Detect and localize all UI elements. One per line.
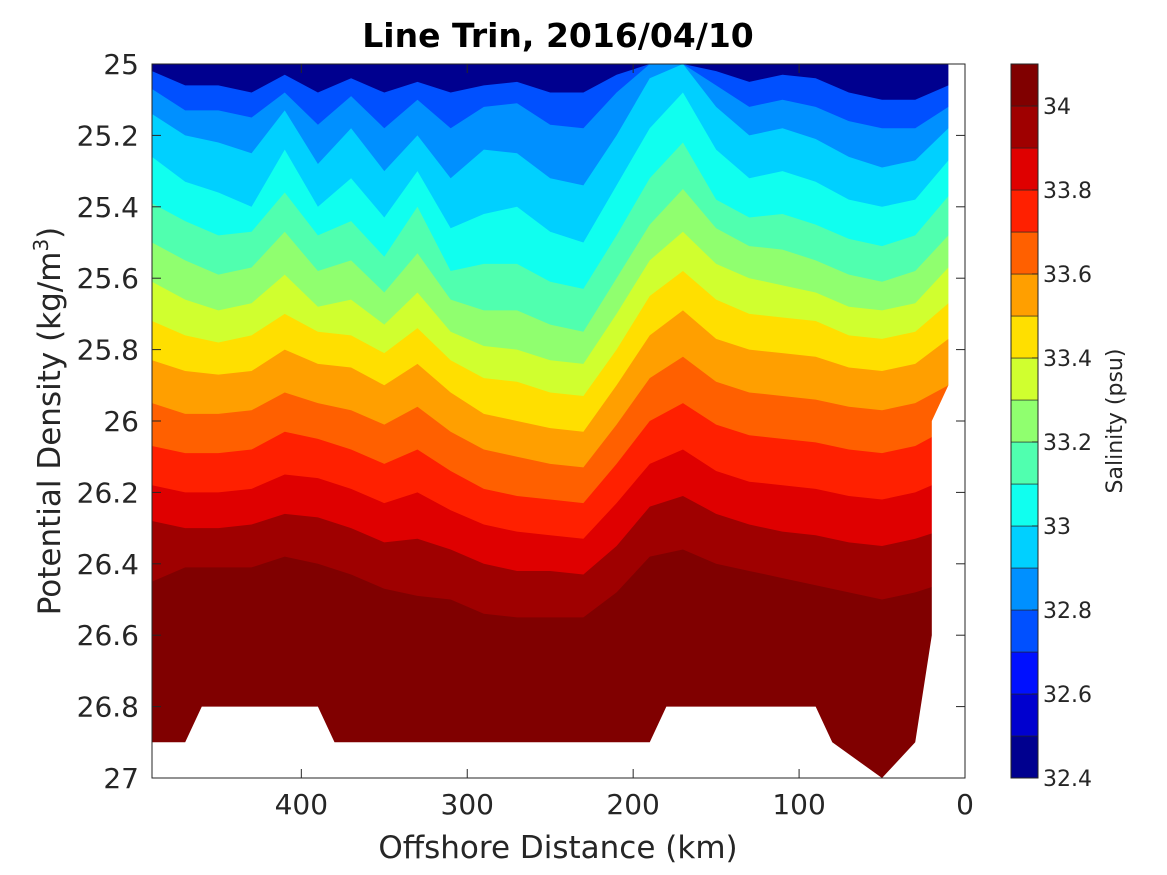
y-axis-label-base: Potential Density (kg/m	[32, 252, 68, 616]
colorbar-swatch	[1010, 399, 1039, 443]
y-tick-label: 26.6	[77, 619, 139, 652]
no-data-mask	[152, 64, 965, 778]
colorbar-tick-label: 33.2	[1043, 431, 1092, 456]
colorbar-swatch	[1010, 147, 1039, 191]
y-tick-label: 25.2	[77, 119, 139, 152]
colorbar-swatch	[1010, 693, 1039, 737]
colorbar-swatch	[1010, 315, 1039, 359]
y-tick-label: 26	[103, 405, 139, 438]
y-tick-label: 26.8	[77, 691, 139, 724]
colorbar-swatch	[1010, 273, 1039, 317]
colorbar: 32.4 32.6 32.8 33 33.2 33.4 33.6 33.8 34	[1010, 63, 1092, 792]
y-axis-label: Potential Density (kg/m3)	[29, 227, 68, 616]
chart-title: Line Trin, 2016/04/10	[362, 16, 754, 55]
x-tick-label: 300	[441, 788, 494, 821]
x-tick-label: 100	[772, 788, 825, 821]
x-tick-label: 400	[275, 788, 328, 821]
colorbar-tick-label: 33	[1043, 515, 1071, 540]
colorbar-swatch	[1010, 231, 1039, 275]
y-tick-label: 25.4	[77, 191, 139, 224]
x-tick-label: 200	[606, 788, 659, 821]
x-tick-label: 0	[956, 788, 974, 821]
colorbar-swatch	[1010, 525, 1039, 569]
y-axis-label-superscript: 3	[29, 239, 53, 252]
y-tick-label: 26.2	[77, 476, 139, 509]
colorbar-swatch	[1010, 63, 1039, 107]
x-axis-label: Offshore Distance (km)	[378, 830, 737, 866]
colorbar-swatch	[1010, 609, 1039, 653]
colorbar-swatch	[1010, 483, 1039, 527]
colorbar-tick-label: 33.4	[1043, 347, 1092, 372]
y-tick-label: 26.4	[77, 548, 139, 581]
colorbar-swatch	[1010, 651, 1039, 695]
colorbar-swatch	[1010, 567, 1039, 611]
colorbar-swatch	[1010, 357, 1039, 401]
colorbar-swatch	[1010, 105, 1039, 149]
colorbar-swatch	[1010, 735, 1039, 779]
y-tick-label: 27	[103, 762, 139, 795]
y-axis-label-end: )	[32, 227, 68, 239]
colorbar-frame	[1010, 63, 1039, 779]
colorbar-label: Salinity (psu)	[1103, 349, 1128, 494]
x-axis-ticks: 400 300 200 100 0	[275, 64, 974, 821]
y-tick-label: 25.6	[77, 262, 139, 295]
colorbar-tick-label: 32.8	[1043, 599, 1092, 624]
colorbar-tick-label: 33.6	[1043, 263, 1092, 288]
colorbar-tick-label: 32.4	[1043, 767, 1092, 792]
y-tick-label: 25.8	[77, 334, 139, 367]
colorbar-tick-label: 34	[1043, 95, 1071, 120]
y-tick-label: 25	[103, 48, 139, 81]
colorbar-tick-label: 33.8	[1043, 179, 1092, 204]
colorbar-swatch	[1010, 441, 1039, 485]
y-axis-ticks: 25 25.2 25.4 25.6 25.8 26 26.2 26.4 26.6 26.8 27	[77, 48, 965, 795]
salinity-bands	[152, 64, 965, 778]
colorbar-swatch	[1010, 189, 1039, 233]
colorbar-tick-label: 32.6	[1043, 683, 1092, 708]
